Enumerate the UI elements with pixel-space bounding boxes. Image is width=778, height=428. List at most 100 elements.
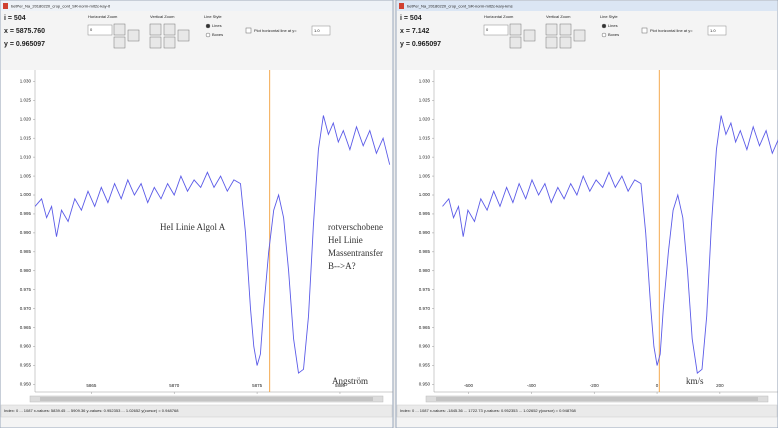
hline-checkbox[interactable] — [245, 27, 252, 34]
readout: x = 7.142 — [400, 28, 429, 35]
y-tick-label: 0.965 — [20, 325, 32, 330]
y-tick-label: 1.030 — [20, 79, 32, 84]
control-label: Vertical Zoom — [546, 14, 571, 19]
y-tick-label: 0.995 — [419, 211, 431, 216]
y-tick-label: 1.000 — [419, 192, 431, 197]
hline-input[interactable] — [311, 25, 331, 36]
y-tick-label: 0.950 — [419, 382, 431, 387]
window: betPer_Na_20180220_crop_cont_SR-norm-mit… — [395, 0, 778, 428]
readout: x = 5875.760 — [4, 28, 45, 35]
radio-lines[interactable] — [205, 23, 211, 29]
vzoom-button[interactable] — [545, 23, 558, 36]
x-tick-label: 5875 — [252, 383, 263, 388]
zoom-button[interactable] — [509, 23, 522, 36]
control-label: Plot horizontal line at y= — [254, 28, 297, 33]
y-tick-label: 0.970 — [419, 306, 431, 311]
hline-input[interactable] — [707, 25, 727, 36]
vzoom-button[interactable] — [573, 29, 586, 42]
radio-boxes[interactable] — [601, 32, 607, 38]
y-tick-label: 1.030 — [419, 79, 431, 84]
x-tick-label: 5865 — [86, 383, 97, 388]
y-tick-label: 1.020 — [419, 116, 431, 121]
y-tick-label: 1.005 — [20, 173, 32, 178]
radio-label: Lines — [212, 23, 222, 28]
readout: i = 504 — [4, 15, 26, 22]
y-tick-label: 0.975 — [419, 287, 431, 292]
y-tick-label: 0.980 — [419, 268, 431, 273]
control-label: Horizontal Zoom — [484, 14, 514, 19]
y-tick-label: 0.955 — [419, 363, 431, 368]
y-tick-label: 1.025 — [419, 97, 431, 102]
control-label: Horizontal Zoom — [88, 14, 118, 19]
y-tick-label: 1.010 — [20, 154, 32, 159]
control-label: Line Style — [600, 14, 618, 19]
y-tick-label: 0.960 — [20, 344, 32, 349]
radio-lines[interactable] — [601, 23, 607, 29]
zoom-button[interactable] — [523, 29, 536, 42]
annotation: HeI Linie — [328, 235, 363, 245]
radio-label: Boxes — [212, 32, 223, 37]
annotation: km/s — [686, 376, 704, 386]
status-bar — [396, 404, 778, 418]
scrollbar-thumb[interactable] — [40, 397, 373, 401]
y-tick-label: 0.995 — [20, 211, 32, 216]
x-tick-label: 200 — [716, 383, 724, 388]
control-label: Line Style — [204, 14, 222, 19]
control-label: Plot horizontal line at y= — [650, 28, 693, 33]
status-text: Index: 0 ... 1087 x-values: 5839.45 ... … — [4, 408, 179, 413]
hline-checkbox[interactable] — [641, 27, 648, 34]
vzoom-button[interactable] — [177, 29, 190, 42]
y-tick-label: 0.950 — [20, 382, 32, 387]
window-icon — [3, 3, 8, 9]
annotation: Angström — [332, 376, 368, 386]
y-tick-label: 0.975 — [20, 287, 32, 292]
scrollbar-thumb[interactable] — [436, 397, 758, 401]
readout: i = 504 — [400, 15, 422, 22]
zoom-input[interactable] — [87, 24, 113, 36]
status-bar — [0, 404, 393, 418]
y-tick-label: 0.955 — [20, 363, 32, 368]
vzoom-button[interactable] — [163, 23, 176, 36]
x-tick-label: 0 — [656, 383, 659, 388]
vzoom-button[interactable] — [559, 36, 572, 49]
hline-input-value: 1.0 — [710, 28, 716, 33]
spectrum-line — [35, 115, 391, 374]
vzoom-button[interactable] — [163, 36, 176, 49]
y-tick-label: 1.005 — [419, 173, 431, 178]
window: betPer_Na_20180220_crop_cont_SR-norm-mit… — [0, 0, 394, 428]
y-tick-label: 0.985 — [419, 249, 431, 254]
spectrum-line — [442, 115, 778, 374]
x-tick-label: -200 — [590, 383, 600, 388]
y-tick-label: 1.015 — [20, 135, 32, 140]
y-tick-label: 1.015 — [419, 135, 431, 140]
vzoom-button[interactable] — [149, 36, 162, 49]
window-title: betPer_Na_20180220_crop_cont_SR-norm-mit… — [407, 4, 513, 9]
y-tick-label: 0.990 — [20, 230, 32, 235]
radio-label: Lines — [608, 23, 618, 28]
x-tick-label: 5870 — [169, 383, 180, 388]
y-tick-label: 0.990 — [419, 230, 431, 235]
zoom-button[interactable] — [509, 36, 522, 49]
vzoom-button[interactable] — [545, 36, 558, 49]
vzoom-button[interactable] — [559, 23, 572, 36]
y-tick-label: 1.025 — [20, 97, 32, 102]
zoom-input[interactable] — [483, 24, 509, 36]
status-text: Index: 0 ... 1087 x-values: -1845.36 ...… — [400, 408, 577, 413]
x-tick-label: 5880 — [335, 383, 346, 388]
zoom-button[interactable] — [113, 36, 126, 49]
y-tick-label: 0.970 — [20, 306, 32, 311]
vzoom-button[interactable] — [149, 23, 162, 36]
y-tick-label: 1.010 — [419, 154, 431, 159]
title-bar — [397, 1, 777, 11]
zoom-button[interactable] — [127, 29, 140, 42]
annotation: Massentransfer — [328, 248, 383, 258]
y-tick-label: 0.965 — [419, 325, 431, 330]
y-tick-label: 0.980 — [20, 268, 32, 273]
readout: y = 0.965097 — [4, 41, 45, 48]
zoom-input-value: 0 — [90, 27, 93, 32]
control-label: Vertical Zoom — [150, 14, 175, 19]
window-icon — [399, 3, 404, 9]
x-tick-label: -600 — [464, 383, 474, 388]
zoom-button[interactable] — [113, 23, 126, 36]
radio-boxes[interactable] — [205, 32, 211, 38]
